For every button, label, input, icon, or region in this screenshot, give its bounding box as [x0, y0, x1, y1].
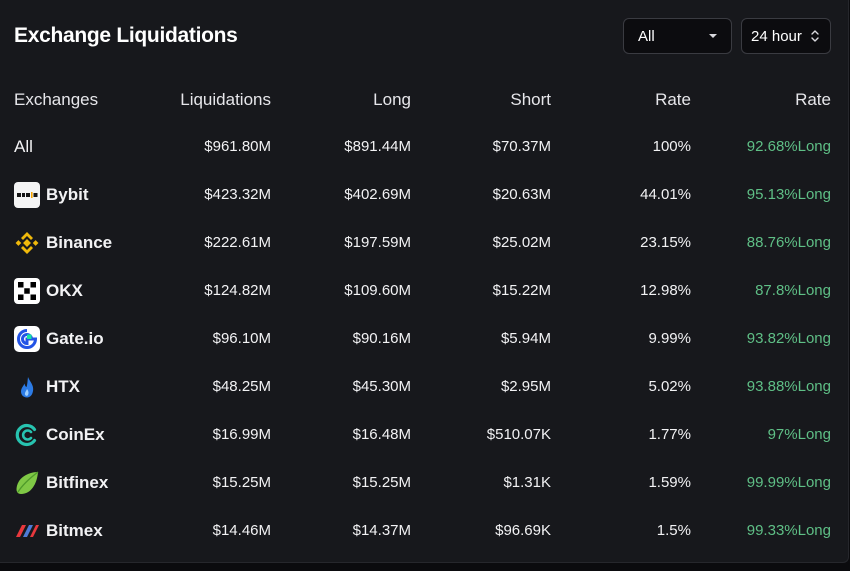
exchange-name: All [14, 137, 33, 156]
long-value: $16.48M [352, 426, 411, 443]
short-value: $2.95M [500, 378, 551, 395]
exchange-name: HTX [46, 377, 80, 396]
caret-down-icon [709, 34, 717, 38]
exchange-cell: Binance [14, 228, 112, 258]
long-value: $90.16M [352, 330, 411, 347]
rate-value: 5.02% [648, 378, 691, 395]
rate-value: 44.01% [640, 186, 691, 203]
long-value: $891.44M [344, 138, 411, 155]
table-row[interactable]: All $961.80M $891.44M $70.37M 100% 92.68… [0, 132, 848, 162]
table-row[interactable]: HTX $48.25M $45.30M $2.95M 5.02% 93.88%L… [0, 372, 848, 402]
short-value: $70.37M [492, 138, 551, 155]
binance-logo-icon [14, 230, 40, 256]
rate-value: 1.59% [648, 474, 691, 491]
table-row[interactable]: Gate.io $96.10M $90.16M $5.94M 9.99% 93.… [0, 324, 848, 354]
long-rate-value: 99.33%Long [746, 522, 831, 539]
short-value: $1.31K [503, 474, 551, 491]
gateio-logo-icon [14, 326, 40, 352]
exchange-name: Bitfinex [46, 473, 109, 492]
table-row[interactable]: OKX $124.82M $109.60M $15.22M 12.98% 87.… [0, 276, 848, 306]
exchange-cell: Bybit [14, 180, 89, 210]
long-rate-value: 95.13%Long [746, 186, 831, 203]
htx-logo-icon [14, 374, 40, 400]
long-rate-value: 97%Long [767, 426, 831, 443]
table-row[interactable]: Bitmex $14.46M $14.37M $96.69K 1.5% 99.3… [0, 516, 848, 546]
exchange-name: Bybit [46, 185, 89, 204]
coinex-logo-icon [14, 422, 40, 448]
long-rate-value: 93.82%Long [746, 330, 831, 347]
short-value: $5.94M [500, 330, 551, 347]
exchange-name: Gate.io [46, 329, 104, 348]
long-value: $45.30M [352, 378, 411, 395]
table-row[interactable]: Bybit $423.32M $402.69M $20.63M 44.01% 9… [0, 180, 848, 210]
liquidations-value: $16.99M [212, 426, 271, 443]
liquidations-value: $961.80M [204, 138, 271, 155]
short-value: $15.22M [492, 282, 551, 299]
okx-logo-icon [14, 278, 40, 304]
time-range-select[interactable]: 24 hour [741, 18, 831, 54]
exchange-cell: Gate.io [14, 324, 104, 354]
rate-value: 9.99% [648, 330, 691, 347]
bybit-logo-icon [14, 182, 40, 208]
table-row[interactable]: Bitfinex $15.25M $15.25M $1.31K 1.59% 99… [0, 468, 848, 498]
column-header-long-rate: Rate [795, 90, 831, 109]
exchange-cell: OKX [14, 276, 83, 306]
long-rate-value: 88.76%Long [746, 234, 831, 251]
liquidations-value: $48.25M [212, 378, 271, 395]
rate-value: 1.5% [656, 522, 691, 539]
column-header-long: Long [373, 90, 411, 109]
column-header-rate: Rate [655, 90, 691, 109]
liquidations-value: $124.82M [204, 282, 271, 299]
exchange-cell: Bitmex [14, 516, 103, 546]
exchange-cell: HTX [14, 372, 80, 402]
long-rate-value: 87.8%Long [755, 282, 831, 299]
exchange-name: Bitmex [46, 521, 103, 540]
rate-value: 1.77% [648, 426, 691, 443]
short-value: $96.69K [495, 522, 551, 539]
exchange-filter-value: All [638, 27, 655, 45]
rate-value: 23.15% [640, 234, 691, 251]
long-value: $14.37M [352, 522, 411, 539]
rate-value: 12.98% [640, 282, 691, 299]
exchange-name: OKX [46, 281, 83, 300]
liquidations-value: $423.32M [204, 186, 271, 203]
time-range-value: 24 hour [751, 27, 802, 45]
short-value: $25.02M [492, 234, 551, 251]
exchange-filter-select[interactable]: All [623, 18, 732, 54]
exchange-name: Binance [46, 233, 113, 252]
long-value: $402.69M [344, 186, 411, 203]
liquidations-value: $15.25M [212, 474, 271, 491]
sort-up-down-icon [811, 30, 819, 42]
rate-value: 100% [652, 138, 691, 155]
long-rate-value: 99.99%Long [746, 474, 831, 491]
page-title: Exchange Liquidations [14, 24, 238, 47]
column-header-liquidations: Liquidations [180, 90, 271, 109]
long-rate-value: 93.88%Long [746, 378, 831, 395]
table-row[interactable]: CoinEx $16.99M $16.48M $510.07K 1.77% 97… [0, 420, 848, 450]
liquidations-value: $14.46M [212, 522, 271, 539]
long-value: $15.25M [352, 474, 411, 491]
bitfinex-logo-icon [14, 470, 40, 496]
liquidations-value: $96.10M [212, 330, 271, 347]
liquidations-value: $222.61M [204, 234, 271, 251]
long-value: $109.60M [344, 282, 411, 299]
exchange-name: CoinEx [46, 425, 105, 444]
bitmex-logo-icon [14, 518, 40, 544]
table-row[interactable]: Binance $222.61M $197.59M $25.02M 23.15%… [0, 228, 848, 258]
exchange-cell: Bitfinex [14, 468, 108, 498]
column-header-short: Short [510, 90, 551, 109]
short-value: $20.63M [492, 186, 551, 203]
column-header-exchanges: Exchanges [14, 90, 99, 109]
long-value: $197.59M [344, 234, 411, 251]
exchange-cell: CoinEx [14, 420, 105, 450]
table-header: Exchanges Liquidations Long Short Rate R… [0, 85, 848, 115]
long-rate-value: 92.68%Long [746, 138, 831, 155]
short-value: $510.07K [486, 426, 551, 443]
